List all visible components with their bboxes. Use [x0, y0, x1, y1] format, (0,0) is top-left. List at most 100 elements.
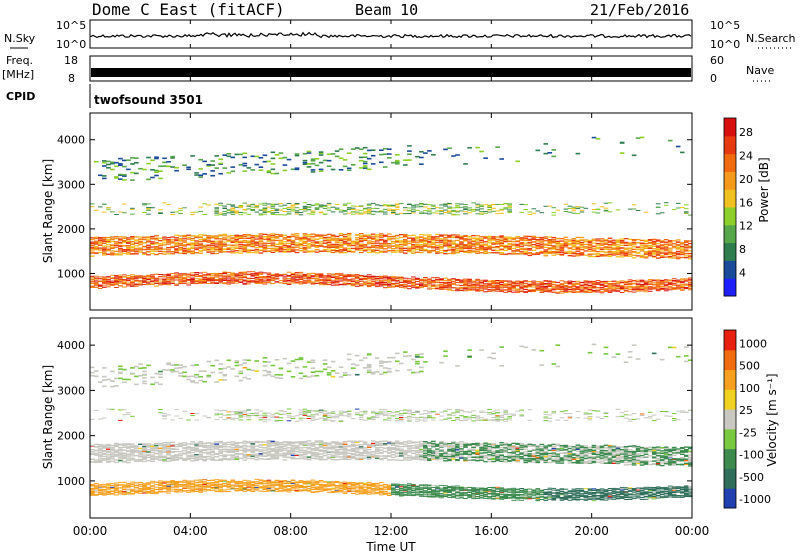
- range-gate-cell: [90, 283, 95, 285]
- range-gate-cell: [122, 280, 127, 282]
- range-gate-cell: [667, 257, 673, 259]
- range-gate-cell: [615, 253, 621, 256]
- range-gate-cell: [591, 290, 597, 292]
- range-gate-cell: [306, 279, 312, 281]
- range-gate-cell: [423, 152, 428, 154]
- range-gate-cell: [415, 286, 420, 287]
- range-gate-cell: [615, 287, 621, 289]
- range-gate-cell: [106, 483, 111, 485]
- range-gate-cell: [226, 240, 232, 242]
- range-gate-cell: [499, 252, 504, 254]
- range-gate-cell: [126, 241, 131, 244]
- range-gate-cell: [114, 276, 119, 278]
- range-gate-cell: [170, 488, 175, 490]
- range-gate-cell: [94, 452, 99, 455]
- range-gate-cell: [671, 288, 677, 290]
- range-gate-cell: [387, 205, 392, 207]
- range-gate-cell: [302, 242, 308, 244]
- range-gate-cell: [230, 208, 236, 210]
- range-gate-cell: [635, 242, 641, 244]
- range-gate-cell: [631, 242, 637, 244]
- range-gate-cell: [330, 279, 336, 281]
- range-gate-cell: [659, 288, 665, 290]
- range-gate-cell: [391, 285, 396, 287]
- range-gate-cell: [487, 209, 492, 211]
- range-gate-cell: [262, 277, 268, 279]
- range-gate-cell: [383, 250, 388, 252]
- range-gate-cell: [535, 236, 541, 239]
- range-gate-cell: [684, 257, 689, 259]
- range-gate-cell: [90, 371, 95, 374]
- range-gate-cell: [467, 246, 472, 249]
- range-gate-cell: [142, 367, 147, 369]
- range-gate-cell: [194, 247, 199, 249]
- range-gate-cell: [671, 283, 677, 285]
- range-gate-cell: [162, 279, 167, 281]
- range-gate-cell: [254, 280, 260, 282]
- range-gate-cell: [250, 203, 256, 205]
- range-gate-cell: [631, 154, 637, 157]
- range-gate-cell: [290, 272, 296, 274]
- range-gate-cell: [218, 249, 223, 251]
- range-gate-cell: [102, 449, 107, 452]
- nsky-trace: [90, 31, 692, 39]
- range-gate-cell: [423, 249, 428, 252]
- range-gate-cell: [571, 241, 577, 243]
- range-gate-cell: [158, 282, 163, 284]
- range-gate-cell: [663, 280, 669, 282]
- range-gate-cell: [415, 237, 420, 239]
- range-gate-cell: [142, 245, 147, 248]
- range-gate-cell: [559, 250, 565, 252]
- range-gate-cell: [611, 243, 617, 245]
- range-gate-cell: [354, 244, 360, 246]
- range-gate-cell: [158, 456, 163, 458]
- range-gate-cell: [563, 244, 569, 246]
- range-gate-cell: [166, 276, 171, 278]
- range-gate-cell: [547, 250, 553, 252]
- range-gate-cell: [298, 250, 304, 252]
- range-gate-cell: [651, 245, 657, 247]
- range-gate-cell: [627, 244, 633, 247]
- range-gate-cell: [118, 157, 123, 160]
- range-gate-cell: [250, 169, 256, 171]
- range-gate-cell: [126, 277, 131, 279]
- range-gate-cell: [503, 247, 508, 249]
- range-gate-cell: [419, 251, 424, 254]
- range-gate-cell: [571, 285, 577, 287]
- range-gate-cell: [186, 284, 191, 286]
- range-gate-cell: [246, 250, 252, 252]
- range-gate-cell: [134, 445, 139, 447]
- range-gate-cell: [435, 251, 440, 253]
- range-gate-cell: [362, 244, 368, 246]
- range-gate-cell: [214, 208, 219, 210]
- range-gate-cell: [395, 209, 400, 211]
- range-gate-cell: [643, 245, 649, 247]
- range-gate-cell: [535, 287, 541, 289]
- range-gate-cell: [194, 274, 199, 276]
- range-gate-cell: [162, 240, 167, 242]
- range-gate-cell: [162, 459, 167, 461]
- range-gate-cell: [663, 288, 669, 290]
- range-gate-cell: [218, 214, 223, 216]
- range-gate-cell: [330, 249, 336, 251]
- range-gate-cell: [226, 235, 232, 237]
- range-gate-cell: [403, 236, 408, 238]
- range-gate-cell: [503, 207, 508, 209]
- range-gate-cell: [579, 252, 585, 254]
- range-gate-cell: [322, 207, 328, 209]
- range-gate-cell: [262, 208, 268, 210]
- range-gate-cell: [226, 283, 232, 285]
- range-gate-cell: [146, 274, 151, 276]
- range-gate-cell: [114, 237, 119, 240]
- range-gate-cell: [607, 211, 613, 213]
- range-gate-cell: [282, 282, 288, 284]
- range-gate-cell: [178, 238, 183, 240]
- range-gate-cell: [286, 283, 292, 285]
- range-gate-cell: [102, 177, 107, 180]
- range-gate-cell: [475, 239, 480, 241]
- range-gate-cell: [688, 285, 693, 287]
- range-gate-cell: [134, 162, 139, 164]
- range-gate-cell: [607, 292, 613, 293]
- range-gate-cell: [567, 207, 573, 209]
- range-gate-cell: [503, 283, 508, 285]
